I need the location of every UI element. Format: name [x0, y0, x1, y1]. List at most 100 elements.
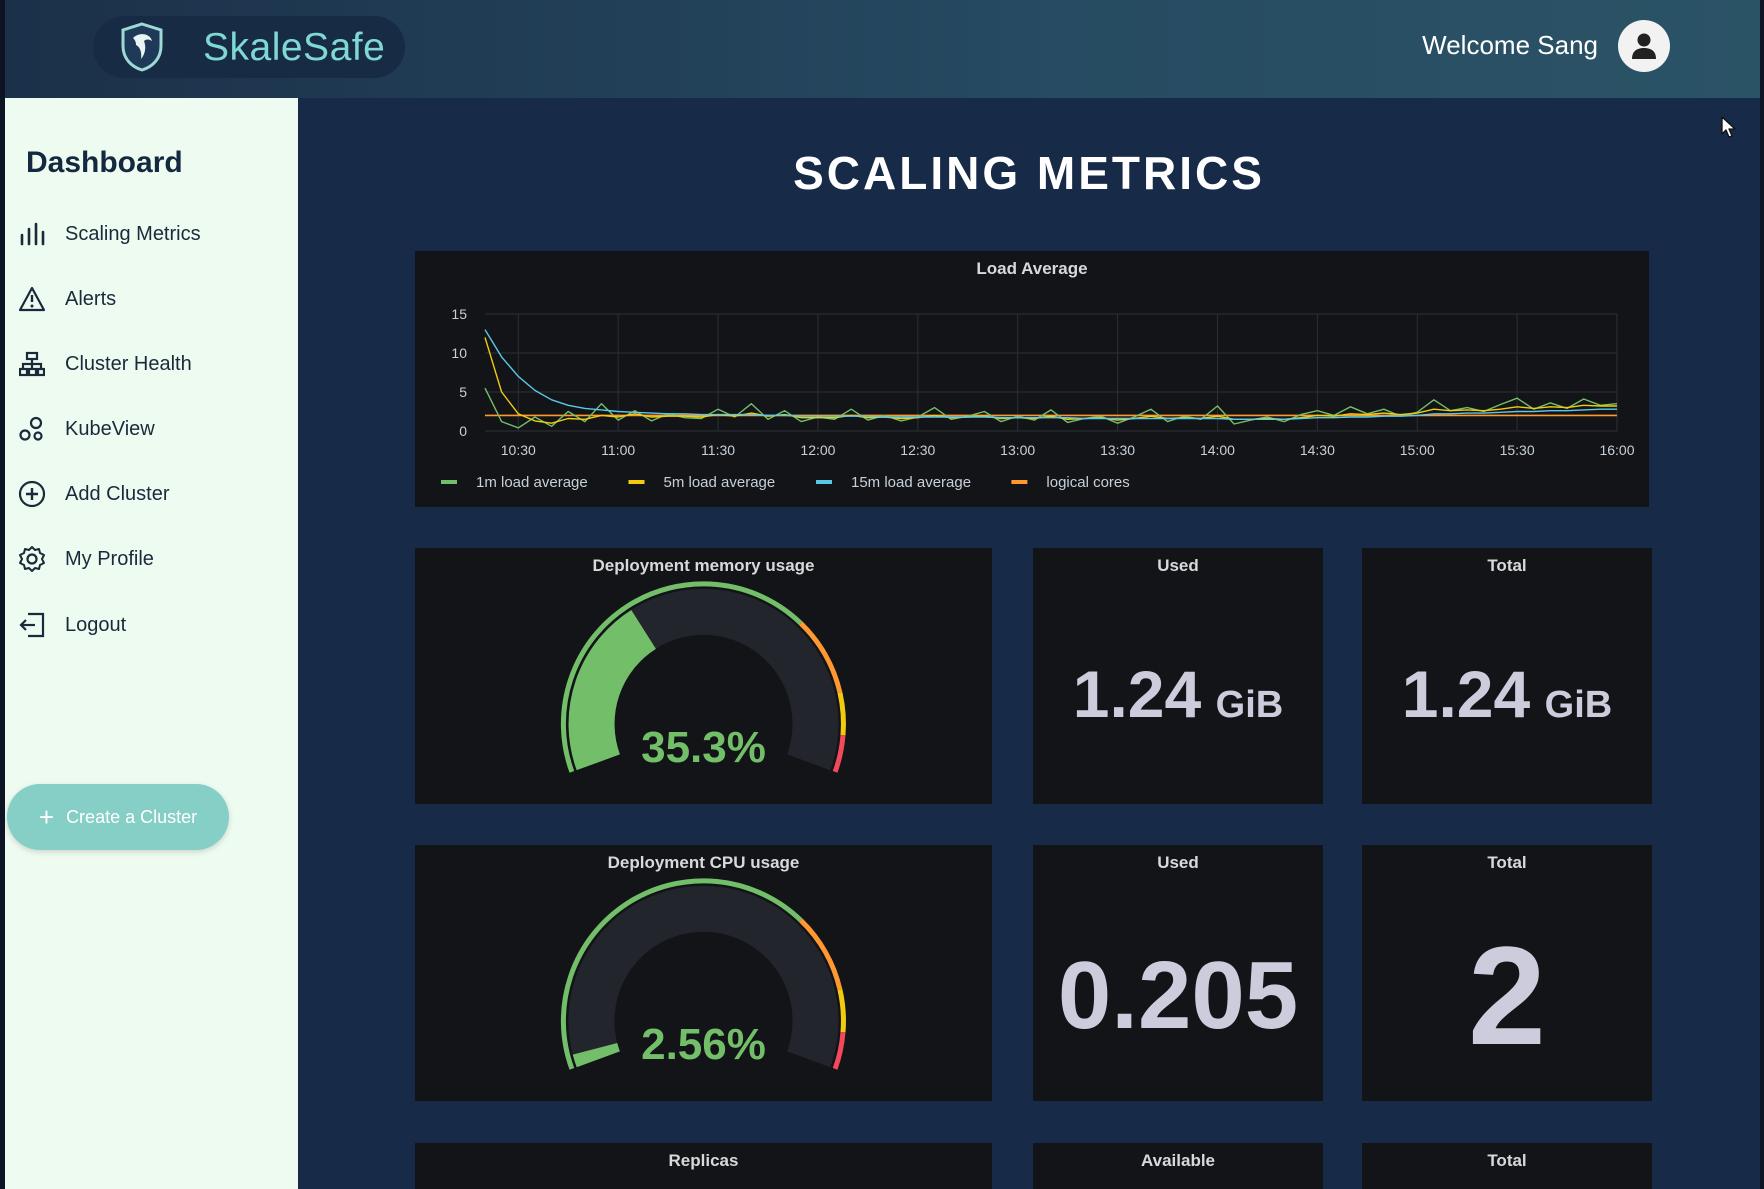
threshold-band-green: [560, 581, 803, 773]
top-navbar: SkaleSafe Welcome Sang: [5, 0, 1760, 98]
memory-usage-panel: Deployment memory usage 35.3%: [415, 548, 992, 804]
user-avatar-button[interactable]: [1618, 20, 1670, 72]
create-cluster-button[interactable]: + Create a Cluster: [7, 784, 229, 850]
threshold-band-orange: [799, 918, 843, 991]
panel-title: Total: [1487, 1151, 1527, 1170]
sidebar-item-label: Cluster Health: [65, 352, 192, 375]
threshold-band-red: [832, 734, 846, 773]
cpu-gauge: 2.56%: [560, 878, 846, 1070]
threshold-band-green: [560, 878, 803, 1070]
y-tick-label: 0: [459, 423, 467, 439]
sidebar-item-logout[interactable]: Logout: [17, 603, 287, 647]
x-tick-label: 14:30: [1300, 442, 1335, 458]
memory-gauge: 35.3%: [560, 581, 846, 773]
app-window: SkaleSafe Welcome Sang Dashboard Scaling…: [5, 0, 1760, 1189]
replicas-panel: Replicas: [415, 1143, 992, 1189]
cpu-used-value: 0.205: [1057, 942, 1299, 1049]
sidebar-item-alerts[interactable]: Alerts: [17, 277, 287, 321]
x-tick-label: 15:30: [1500, 442, 1535, 458]
create-cluster-label: Create a Cluster: [66, 806, 198, 827]
legend-swatch: [1011, 480, 1028, 484]
series-line: [484, 387, 1618, 429]
panel-title: Deployment CPU usage: [607, 853, 800, 872]
gauge-value-text: 35.3%: [641, 723, 766, 772]
x-tick-label: 12:00: [800, 442, 835, 458]
cpu-total-value: 2: [1468, 917, 1546, 1074]
page-title: SCALING METRICS: [793, 147, 1265, 199]
logout-icon: [17, 610, 47, 640]
chart-title: Load Average: [976, 259, 1088, 278]
x-tick-label: 13:30: [1100, 442, 1135, 458]
panel-title: Available: [1140, 1151, 1216, 1170]
sidebar-item-cluster-health[interactable]: Cluster Health: [17, 342, 287, 386]
memory-total-value: 1.24 GiB: [1362, 656, 1652, 732]
available-panel: Available: [1033, 1143, 1323, 1189]
memory-used-value: 1.24 GiB: [1033, 656, 1323, 732]
sidebar-item-scaling-metrics[interactable]: Scaling Metrics: [17, 212, 287, 256]
series-line: [484, 329, 1617, 421]
stat-number: 1.24: [1401, 657, 1531, 731]
sidebar-item-my-profile[interactable]: My Profile: [17, 537, 287, 581]
plus-circle-icon: [17, 479, 47, 509]
gauge-value-text: 2.56%: [641, 1020, 766, 1069]
x-tick-label: 14:00: [1200, 442, 1235, 458]
threshold-band-yellow: [837, 988, 846, 1033]
plus-icon: +: [38, 801, 55, 832]
memory-total-panel: Total 1.24 GiB: [1362, 548, 1652, 804]
panel-title: Total: [1487, 853, 1527, 872]
legend-label: 5m load average: [664, 474, 776, 491]
panel-title: Deployment memory usage: [592, 556, 815, 575]
legend-label: 1m load average: [476, 474, 588, 491]
x-tick-label: 13:00: [1000, 442, 1035, 458]
sidebar-item-add-cluster[interactable]: Add Cluster: [17, 472, 287, 516]
sidebar-item-label: Scaling Metrics: [65, 222, 201, 245]
gauge-track: [568, 885, 839, 1068]
warning-icon: [17, 284, 47, 314]
panel-title: Replicas: [668, 1151, 739, 1170]
sidebar-title: Dashboard: [26, 146, 183, 179]
y-tick-label: 10: [451, 345, 467, 361]
hierarchy-icon: [17, 349, 47, 379]
x-tick-label: 10:30: [501, 442, 536, 458]
stat-unit: GiB: [1215, 684, 1284, 726]
panel-title: Total: [1487, 556, 1527, 575]
shield-dolphin-logo-icon: [121, 22, 163, 72]
x-tick-label: 16:00: [1599, 442, 1634, 458]
bubbles-icon: [17, 414, 47, 444]
legend-swatch: [628, 480, 645, 484]
load-average-chart: 0 5 10 15 10:30 11:00 11:30 12:00 12:30 13:00 13:3…: [441, 306, 1635, 491]
gauge-value-fill: [572, 1042, 620, 1068]
legend-swatch: [441, 480, 457, 484]
threshold-band-orange: [799, 621, 843, 694]
memory-used-panel: Used 1.24 GiB: [1033, 548, 1323, 804]
x-tick-label: 15:00: [1400, 442, 1435, 458]
legend-swatch: [816, 480, 832, 484]
panel-title: Used: [1157, 556, 1199, 575]
sidebar-item-kubeview[interactable]: KubeView: [17, 407, 287, 451]
bar-chart-icon: [17, 219, 47, 249]
sidebar-item-label: My Profile: [65, 547, 154, 570]
x-tick-label: 12:30: [900, 442, 935, 458]
user-icon: [1632, 33, 1656, 59]
load-average-panel: Load Average 0 5 10 15 10:30 11:00 11:30 12:00 1…: [415, 251, 1649, 507]
threshold-band-red: [832, 1031, 846, 1070]
brand-home-link[interactable]: SkaleSafe: [93, 16, 405, 78]
sidebar-item-label: KubeView: [65, 417, 155, 440]
x-tick-label: 11:00: [601, 442, 635, 458]
sidebar-item-label: Logout: [65, 613, 127, 636]
series-line: [484, 337, 1617, 424]
legend-label: logical cores: [1046, 474, 1129, 491]
sidebar-item-label: Alerts: [65, 287, 117, 310]
y-tick-label: 5: [459, 384, 467, 400]
stat-number: 1.24: [1072, 657, 1202, 731]
cpu-total-panel: Total 2: [1362, 845, 1652, 1101]
legend-label: 15m load average: [851, 474, 971, 491]
app-name: SkaleSafe: [203, 26, 386, 69]
sidebar-item-label: Add Cluster: [65, 482, 170, 505]
gauge-value-fill: [568, 609, 657, 771]
sidebar: Dashboard Scaling Metrics Alerts Cluster…: [5, 98, 298, 1189]
x-tick-label: 11:30: [701, 442, 735, 458]
welcome-text: Welcome Sang: [1422, 30, 1598, 60]
stat-unit: GiB: [1544, 684, 1613, 726]
mouse-cursor-icon: [1721, 116, 1736, 138]
